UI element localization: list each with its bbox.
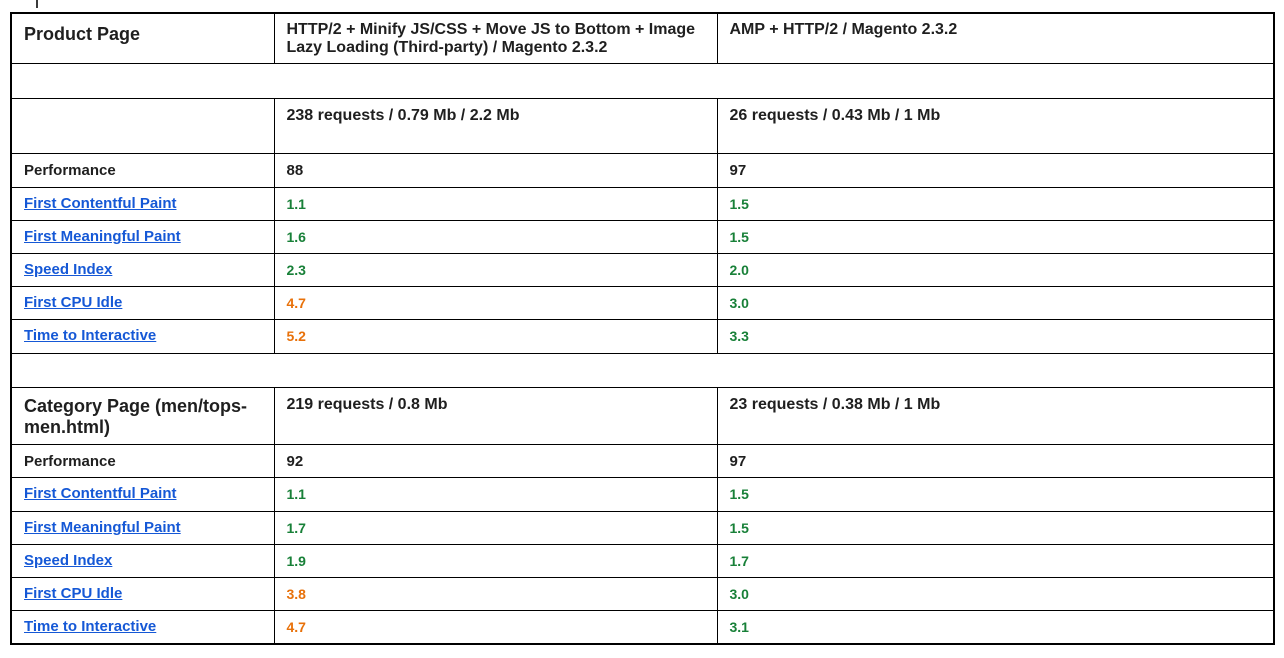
metric-row-cpu-idle: First CPU Idle 3.8 3.0 (10, 576, 1275, 611)
metric-value-a: 88 (273, 152, 718, 188)
metric-value-b: 3.0 (716, 285, 1275, 320)
spacer-cell (10, 62, 1275, 99)
metric-label: Performance (10, 152, 275, 188)
metric-label-cell: First CPU Idle (10, 285, 275, 320)
metric-value-b: 1.7 (716, 543, 1275, 578)
metric-row-speed-index: Speed Index 2.3 2.0 (10, 252, 1275, 287)
metric-link[interactable]: First Contentful Paint (24, 484, 177, 502)
metric-row-cpu-idle: First CPU Idle 4.7 3.0 (10, 285, 1275, 320)
metric-value-a: 2.3 (273, 252, 718, 287)
metric-value-b: 97 (716, 443, 1275, 478)
metric-value-b: 2.0 (716, 252, 1275, 287)
requests-summary-a: 238 requests / 0.79 Mb / 2.2 Mb (273, 97, 718, 154)
metric-value-b: 3.3 (716, 318, 1275, 354)
metric-label-cell: Speed Index (10, 252, 275, 287)
metric-link[interactable]: Time to Interactive (24, 326, 157, 344)
metric-label: Performance (10, 443, 275, 478)
metric-value-a: 4.7 (273, 609, 718, 645)
cropped-content-artifact (36, 0, 38, 8)
metric-link[interactable]: First CPU Idle (24, 584, 123, 602)
metric-row-fmp: First Meaningful Paint 1.7 1.5 (10, 510, 1275, 545)
requests-summary-b: 23 requests / 0.38 Mb / 1 Mb (716, 386, 1275, 445)
empty-cell (10, 97, 275, 154)
category-page-title: Category Page (men/tops-men.html) (10, 386, 275, 445)
metric-label-cell: Speed Index (10, 543, 275, 578)
metric-value-b: 3.0 (716, 576, 1275, 611)
metric-label-cell: First Meaningful Paint (10, 219, 275, 254)
metric-value-a: 1.6 (273, 219, 718, 254)
metric-link[interactable]: First CPU Idle (24, 293, 123, 311)
metric-label-cell: First Meaningful Paint (10, 510, 275, 545)
metric-row-fcp: First Contentful Paint 1.1 1.5 (10, 476, 1275, 512)
metric-value-b: 1.5 (716, 219, 1275, 254)
metric-row-performance: Performance 88 97 (10, 152, 1275, 188)
metric-value-b: 1.5 (716, 510, 1275, 545)
product-page-title: Product Page (10, 12, 275, 64)
variant-a-header: HTTP/2 + Minify JS/CSS + Move JS to Bott… (273, 12, 718, 64)
spacer-row (10, 352, 1275, 388)
variant-b-header: AMP + HTTP/2 / Magento 2.3.2 (716, 12, 1275, 64)
metric-row-fmp: First Meaningful Paint 1.6 1.5 (10, 219, 1275, 254)
metric-value-b: 1.5 (716, 476, 1275, 512)
metric-label-cell: Time to Interactive (10, 318, 275, 354)
requests-summary-b: 26 requests / 0.43 Mb / 1 Mb (716, 97, 1275, 154)
metric-link[interactable]: Speed Index (24, 551, 113, 569)
metric-label-cell: First CPU Idle (10, 576, 275, 611)
metric-link[interactable]: First Meaningful Paint (24, 518, 181, 536)
metric-label-cell: First Contentful Paint (10, 186, 275, 221)
metric-value-b: 1.5 (716, 186, 1275, 221)
metric-row-tti: Time to Interactive 5.2 3.3 (10, 318, 1275, 354)
metric-link[interactable]: First Contentful Paint (24, 194, 177, 212)
metric-row-fcp: First Contentful Paint 1.1 1.5 (10, 186, 1275, 221)
metric-label-cell: Time to Interactive (10, 609, 275, 645)
category-page-header-row: Category Page (men/tops-men.html) 219 re… (10, 386, 1275, 445)
metric-row-speed-index: Speed Index 1.9 1.7 (10, 543, 1275, 578)
spacer-cell (10, 352, 1275, 388)
requests-summary-a: 219 requests / 0.8 Mb (273, 386, 718, 445)
metric-link[interactable]: Time to Interactive (24, 617, 157, 635)
product-requests-row: 238 requests / 0.79 Mb / 2.2 Mb 26 reque… (10, 97, 1275, 154)
metric-value-a: 1.1 (273, 476, 718, 512)
spacer-row (10, 62, 1275, 99)
metric-value-a: 1.1 (273, 186, 718, 221)
metric-value-b: 97 (716, 152, 1275, 188)
metric-value-a: 1.7 (273, 510, 718, 545)
metric-link[interactable]: Speed Index (24, 260, 113, 278)
metric-row-performance: Performance 92 97 (10, 443, 1275, 478)
metric-value-a: 1.9 (273, 543, 718, 578)
metric-value-b: 3.1 (716, 609, 1275, 645)
performance-comparison-table: Product Page HTTP/2 + Minify JS/CSS + Mo… (10, 12, 1275, 645)
metric-label-cell: First Contentful Paint (10, 476, 275, 512)
product-page-header-row: Product Page HTTP/2 + Minify JS/CSS + Mo… (10, 12, 1275, 64)
metric-link[interactable]: First Meaningful Paint (24, 227, 181, 245)
metric-value-a: 92 (273, 443, 718, 478)
metric-row-tti: Time to Interactive 4.7 3.1 (10, 609, 1275, 645)
metric-value-a: 3.8 (273, 576, 718, 611)
metric-value-a: 5.2 (273, 318, 718, 354)
metric-value-a: 4.7 (273, 285, 718, 320)
